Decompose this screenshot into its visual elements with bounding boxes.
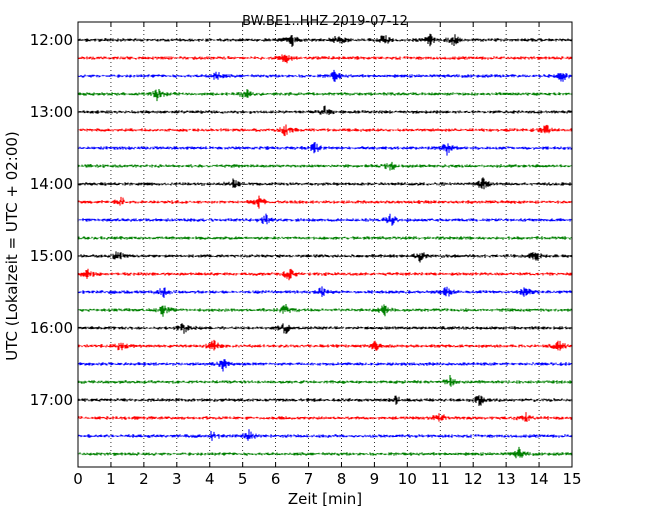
- x-tick-label-11: 11: [431, 470, 450, 488]
- x-tick-label-10: 10: [398, 470, 417, 488]
- x-tick-label-14: 14: [530, 470, 549, 488]
- x-tick-label-5: 5: [238, 470, 248, 488]
- y-tick-label-4: 16:00: [30, 319, 73, 337]
- tick-layer: 0 1 2 3 4 5 6 7 8 9 10 11 12 13 14 1512:0013:0014:0015:…: [30, 22, 582, 488]
- x-tick-label-6: 6: [271, 470, 281, 488]
- x-tick-label-0: 0: [73, 470, 83, 488]
- x-tick-label-13: 13: [497, 470, 516, 488]
- y-axis-label: UTC (Lokalzeit = UTC + 02:00): [3, 131, 21, 361]
- x-tick-label-1: 1: [106, 470, 116, 488]
- y-tick-label-1: 13:00: [30, 103, 73, 121]
- x-tick-label-2: 2: [139, 470, 149, 488]
- plot-frame: [77, 21, 573, 468]
- x-tick-label-3: 3: [172, 470, 182, 488]
- y-tick-label-5: 17:00: [30, 391, 73, 409]
- y-tick-label-0: 12:00: [30, 31, 73, 49]
- x-tick-label-4: 4: [205, 470, 215, 488]
- y-tick-label-2: 14:00: [30, 175, 73, 193]
- x-tick-label-9: 9: [370, 470, 380, 488]
- x-axis-label: Zeit [min]: [288, 490, 362, 508]
- x-tick-label-7: 7: [304, 470, 314, 488]
- x-tick-label-8: 8: [337, 470, 347, 488]
- x-tick-label-12: 12: [464, 470, 483, 488]
- y-tick-label-3: 15:00: [30, 247, 73, 265]
- x-tick-label-15: 15: [562, 470, 581, 488]
